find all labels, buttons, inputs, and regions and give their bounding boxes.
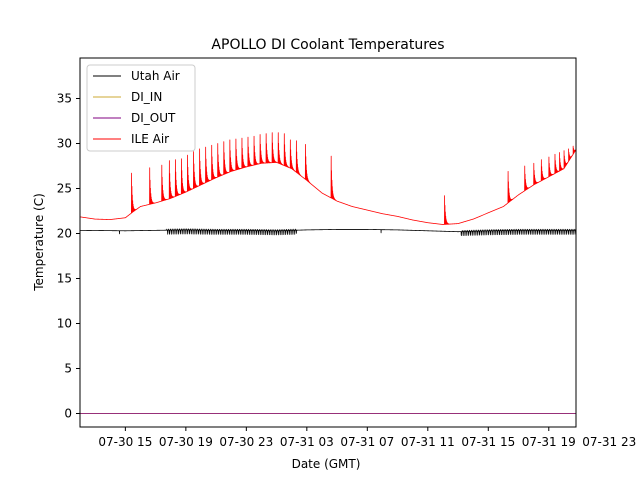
x-tick-label: 07-31 19 — [522, 435, 576, 449]
y-tick-label: 35 — [57, 92, 72, 106]
legend-box — [86, 64, 196, 152]
x-tick-label: 07-30 23 — [219, 435, 273, 449]
series-ile-air — [80, 132, 576, 225]
y-tick-label: 5 — [64, 362, 72, 376]
chart-title: APOLLO DI Coolant Temperatures — [211, 37, 444, 53]
y-tick-label: 20 — [57, 227, 72, 241]
x-tick-label: 07-30 19 — [159, 435, 213, 449]
x-axis-label: Date (GMT) — [292, 457, 361, 471]
x-tick-label: 07-31 23 — [582, 435, 636, 449]
series-utah-air — [80, 228, 576, 237]
legend-label-ile-air: ILE Air — [131, 132, 169, 146]
y-axis-label: Temperature (C) — [32, 193, 46, 292]
x-tick-label: 07-30 15 — [98, 435, 152, 449]
y-tick-label: 30 — [57, 137, 72, 151]
y-tick-label: 15 — [57, 272, 72, 286]
x-tick-label: 07-31 03 — [280, 435, 334, 449]
y-tick-label: 25 — [57, 182, 72, 196]
legend: Utah Air DI_IN DI_OUT ILE Air — [86, 64, 196, 152]
x-tick-label: 07-31 07 — [340, 435, 394, 449]
series-layer — [80, 132, 576, 414]
plot-frame — [79, 57, 577, 428]
legend-label-di-out: DI_OUT — [131, 111, 176, 125]
x-tick-label: 07-31 15 — [461, 435, 515, 449]
y-tick-label: 10 — [57, 317, 72, 331]
legend-label-di-in: DI_IN — [131, 90, 162, 104]
y-tick-label: 0 — [64, 407, 72, 421]
ticks-layer: 0 5 10 15 20 25 30 35 07-30 15 07-30 19 07-30 23 07… — [57, 92, 637, 450]
legend-label-utah-air: Utah Air — [131, 69, 180, 83]
x-tick-label: 07-31 11 — [401, 435, 455, 449]
